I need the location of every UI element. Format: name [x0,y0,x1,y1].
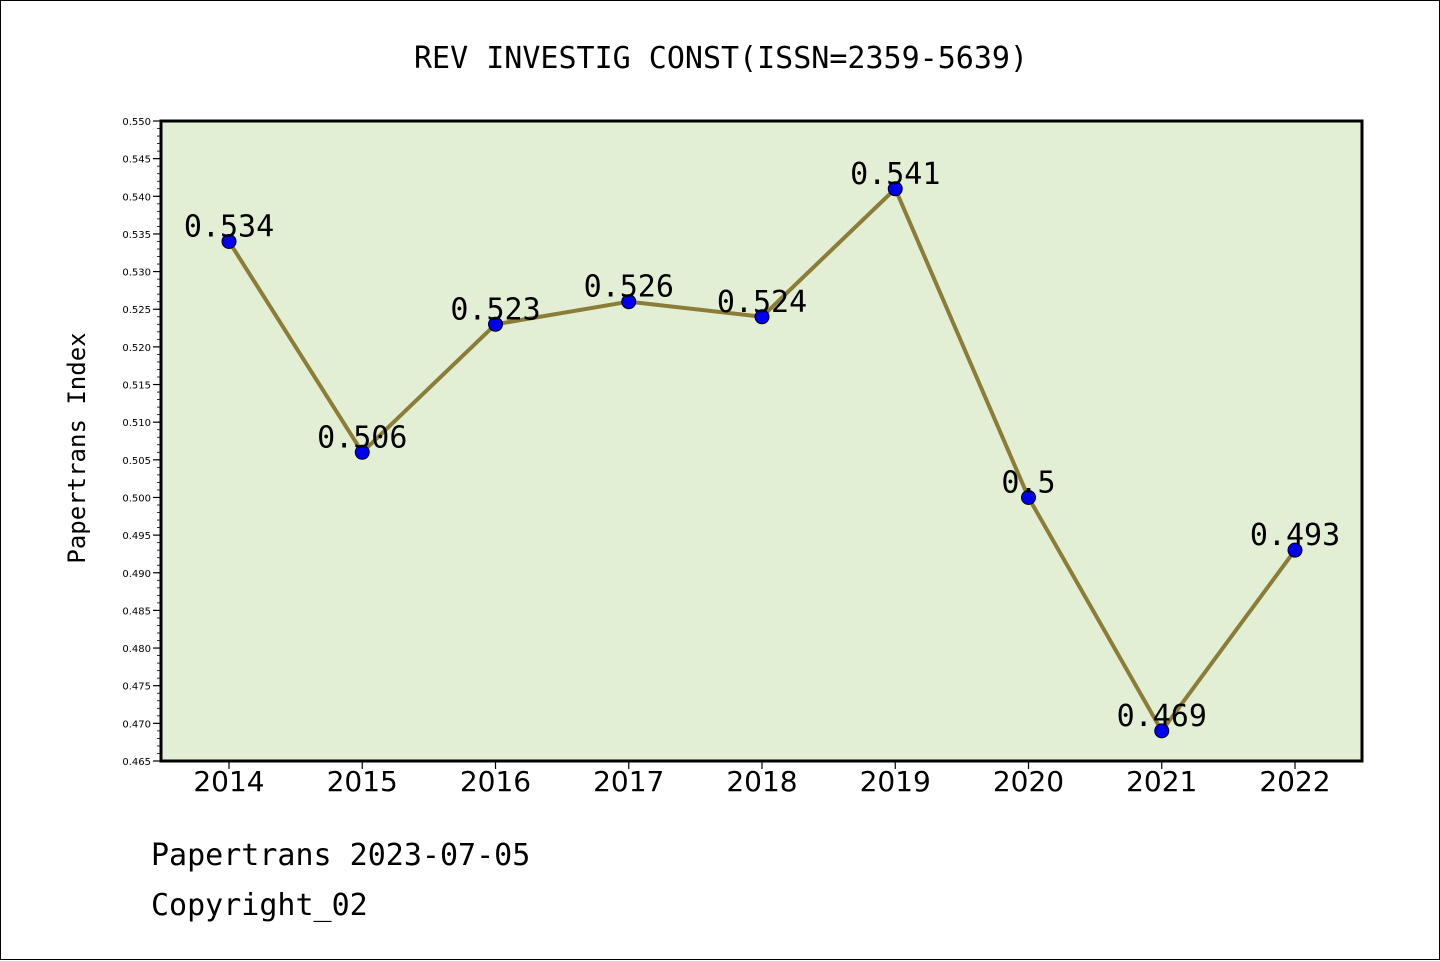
data-point-2017 [621,294,637,310]
y-tick-label: 0.480 [122,644,151,655]
y-tick-label: 0.495 [122,531,151,542]
x-tick-label: 2021 [1126,765,1197,798]
x-tick-label: 2017 [593,765,664,798]
y-tick-label: 0.540 [122,192,151,203]
x-tick-label: 2019 [860,765,931,798]
data-label-2019: 0.541 [850,157,940,192]
y-tick-label: 0.465 [122,757,151,768]
x-tick-label: 2016 [460,765,531,798]
y-tick-label: 0.550 [122,117,151,128]
data-point-2020 [1021,489,1036,505]
data-label-2016: 0.523 [450,292,540,327]
y-tick-label: 0.490 [122,569,151,580]
y-tick-label: 0.470 [122,719,151,730]
data-label-2015: 0.506 [317,420,407,455]
data-label-2017: 0.526 [584,270,674,305]
footer-date: Papertrans 2023-07-05 [151,838,530,873]
data-labels-group: 0.534 0.506 0.523 0.526 0.524 0.541 0.5 0.469 0.… [184,157,1340,734]
y-tick-label: 0.525 [122,305,151,316]
y-tick-label: 0.500 [122,493,151,504]
data-label-2018: 0.524 [717,285,807,320]
data-label-2020: 0.5 [1001,465,1055,500]
x-tick-label: 2022 [1259,765,1330,798]
x-tick-label: 2014 [193,765,264,798]
y-tick-label: 0.535 [122,230,151,241]
data-point-2016 [488,316,503,332]
y-tick-label: 0.515 [122,381,151,392]
series-points-group [221,181,1303,739]
y-tick-label: 0.485 [122,606,151,617]
data-label-2022: 0.493 [1250,518,1340,553]
x-tick-label: 2020 [993,765,1064,798]
y-tick-label: 0.520 [122,343,151,354]
plot-border [159,119,1364,763]
data-point-2015 [354,444,370,460]
y-tick-label: 0.545 [122,155,151,166]
y-tick-label: 0.530 [122,268,151,279]
x-axis-ticks: 2014 2015 2016 2017 2018 2019 2020 2021 2022 [193,761,1331,798]
data-label-2014: 0.534 [184,209,274,244]
plot-area [161,121,1362,761]
data-point-2022 [1287,542,1303,558]
data-label-2021: 0.469 [1117,699,1207,734]
x-tick-label: 2018 [726,765,797,798]
x-tick-label: 2015 [327,765,398,798]
chart-title: REV INVESTIG CONST(ISSN=2359-5639) [414,41,1028,76]
data-point-2021 [1154,723,1170,739]
y-tick-label: 0.505 [122,456,151,467]
y-tick-label: 0.510 [122,418,151,429]
data-point-2019 [887,181,903,197]
y-axis-ticks: 0.465 0.470 0.475 0.480 0.485 0.490 0.495 0.500… [122,117,161,768]
data-point-2018 [754,309,770,325]
footer-copyright: Copyright_02 [151,888,368,923]
y-tick-label: 0.475 [122,682,151,693]
y-axis-label: Papertrans Index [63,332,91,563]
data-point-2014 [221,233,237,249]
